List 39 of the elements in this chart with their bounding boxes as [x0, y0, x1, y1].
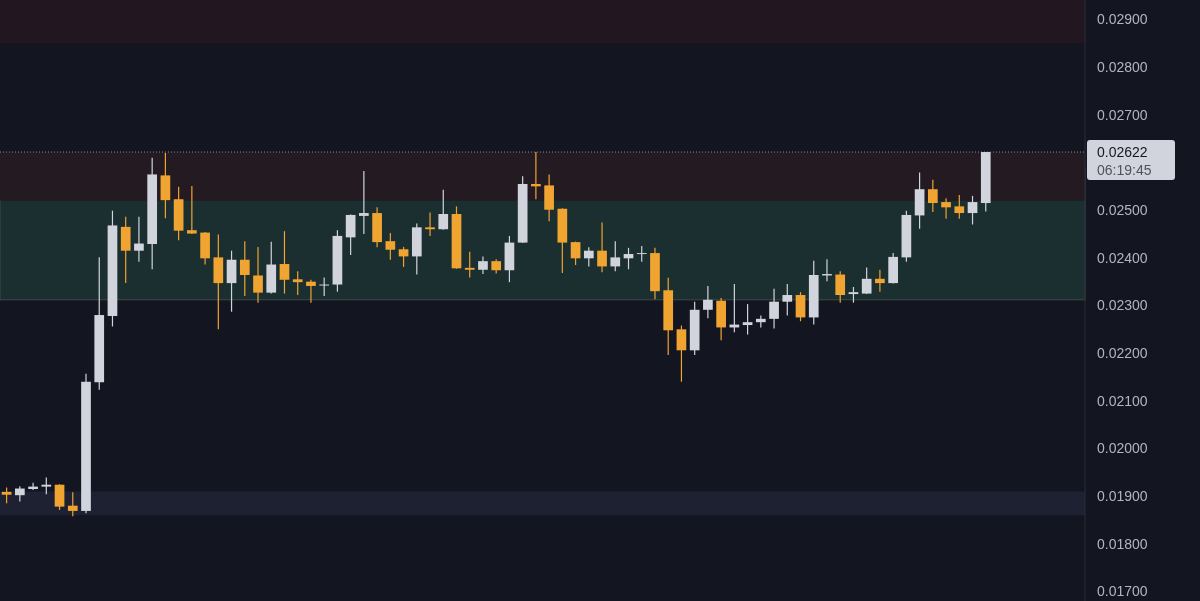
candlestick	[689, 301, 700, 356]
candlestick	[927, 179, 938, 213]
candlestick	[782, 283, 793, 317]
candlestick	[663, 277, 674, 356]
candlestick	[94, 256, 105, 391]
candlestick	[980, 151, 991, 213]
candlestick	[385, 232, 396, 261]
y-tick-label: 0.02500	[1097, 202, 1148, 219]
y-tick-label: 0.02000	[1097, 440, 1148, 457]
y-tick-label: 0.02800	[1097, 59, 1148, 76]
y-tick-label: 0.02200	[1097, 345, 1148, 362]
y-tick-label: 0.01700	[1097, 583, 1148, 600]
candlestick	[954, 194, 965, 220]
candlestick	[187, 185, 197, 235]
candlestick	[120, 216, 131, 284]
text: 06:19:45	[1097, 161, 1152, 178]
y-tick-label: 0.02300	[1097, 297, 1148, 314]
candlestick	[147, 157, 158, 270]
candlestick	[411, 222, 422, 276]
candlestick	[464, 251, 475, 278]
candlestick	[517, 175, 528, 244]
y-tick-label: 0.01900	[1097, 488, 1148, 505]
y-tick-label: 0.02700	[1097, 106, 1148, 123]
candlestick	[319, 276, 330, 297]
candlestick	[808, 260, 819, 326]
ref-line-label: 0.02622	[1097, 143, 1148, 160]
candlestick	[292, 270, 303, 296]
candlestick	[266, 241, 277, 295]
candlestick	[239, 240, 250, 297]
candlestick	[610, 240, 621, 272]
candlestick	[438, 189, 449, 231]
candlestick	[835, 270, 846, 304]
candlestick	[861, 266, 872, 295]
y-tick-label: 0.02100	[1097, 392, 1148, 409]
y-tick-label: 0.02900	[1097, 11, 1148, 28]
y-tick-label: 0.01800	[1097, 535, 1148, 552]
candlestick	[557, 207, 568, 274]
candlestick	[213, 233, 224, 330]
y-tick-label: 0.02400	[1097, 249, 1148, 266]
